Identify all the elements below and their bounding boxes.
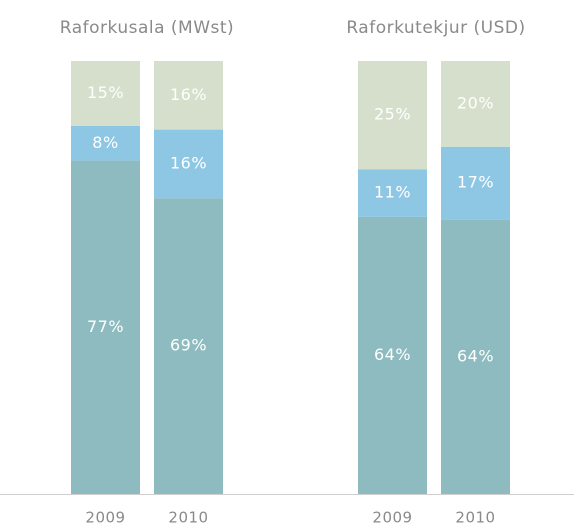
data-label: 20% <box>457 93 494 112</box>
bar-segment <box>154 61 223 130</box>
x-tick-label: 2010 <box>455 509 495 527</box>
chart-title: Raforkutekjur (USD) <box>346 18 525 38</box>
bar-segment <box>154 198 223 495</box>
data-label: 64% <box>374 345 411 364</box>
data-label: 15% <box>87 83 124 102</box>
data-label: 8% <box>92 133 118 152</box>
bar-segment <box>441 146 510 220</box>
data-label: 17% <box>457 173 494 192</box>
bar-segment <box>358 169 427 217</box>
bar-segment <box>441 61 510 147</box>
data-label: 69% <box>170 336 207 355</box>
chart-title: Raforkusala (MWst) <box>60 18 234 38</box>
data-label: 25% <box>374 105 411 124</box>
x-tick-label: 2009 <box>372 509 412 527</box>
x-tick-label: 2009 <box>85 509 125 527</box>
bar-segment <box>71 160 140 494</box>
bar-segment <box>71 125 140 161</box>
bar-segment <box>154 129 223 199</box>
bar-segment <box>71 61 140 126</box>
bar-segment <box>358 61 427 170</box>
data-label: 64% <box>457 346 494 365</box>
bar-segment <box>441 219 510 494</box>
data-label: 16% <box>170 85 207 104</box>
data-label: 11% <box>374 183 411 202</box>
data-label: 16% <box>170 153 207 172</box>
bar-segment <box>358 216 427 494</box>
x-tick-label: 2010 <box>168 509 208 527</box>
data-label: 77% <box>87 317 124 336</box>
